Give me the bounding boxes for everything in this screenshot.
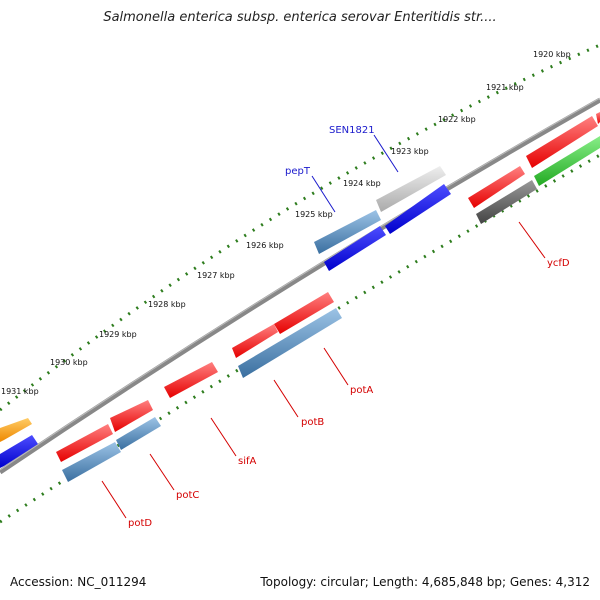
tick-label-1928: 1928 kbp [148, 300, 186, 309]
gene-label-ycfd[interactable]: ycfD [547, 258, 570, 269]
leader-lines [101, 134, 546, 519]
gene-arrow[interactable] [0, 435, 38, 468]
genome-backbone [0, 97, 600, 475]
genome-backbone-highlight [0, 97, 600, 471]
gene-arrow[interactable] [526, 116, 598, 168]
gene-arrow[interactable] [56, 424, 113, 462]
gene-label-potd[interactable]: potD [128, 518, 152, 529]
tick-labels: 1920 kbp 1921 kbp 1922 kbp 1923 kbp 1924… [1, 50, 571, 396]
gene-arrow[interactable] [385, 184, 451, 234]
leader-line-pept [311, 175, 336, 213]
gene-arrow-sen1821[interactable] [376, 166, 446, 212]
gene-arrow[interactable] [596, 112, 600, 124]
gene-arrow[interactable] [0, 418, 32, 442]
gene-arrow-ycfD[interactable] [476, 180, 537, 224]
gene-label-pota[interactable]: potA [350, 385, 373, 396]
gene-label-sen1821[interactable]: SEN1821 [329, 125, 375, 136]
gene-arrow-potB[interactable] [238, 308, 342, 378]
gene-arrow-potA[interactable] [274, 292, 334, 334]
leader-line-sen1821 [373, 134, 399, 173]
gene-arrow[interactable] [534, 136, 600, 186]
tick-label-1921: 1921 kbp [486, 83, 524, 92]
tick-label-1927: 1927 kbp [197, 271, 235, 280]
gene-label-sifa[interactable]: sifA [238, 456, 257, 467]
leader-line-potb [273, 379, 299, 418]
tick-label-1925: 1925 kbp [295, 210, 333, 219]
tick-label-1923: 1923 kbp [391, 147, 429, 156]
leader-line-potd [101, 480, 127, 519]
gene-arrow[interactable] [232, 324, 278, 358]
tick-label-1929: 1929 kbp [99, 330, 137, 339]
outer-tick-ring [0, 43, 600, 412]
tick-label-1922: 1922 kbp [438, 115, 476, 124]
gene-arrow-potC[interactable] [116, 417, 161, 450]
forward-strand-genes [0, 112, 600, 468]
tick-label-1920: 1920 kbp [533, 50, 571, 59]
topology-summary: Topology: circular; Length: 4,685,848 bp… [260, 575, 590, 589]
tick-label-1931: 1931 kbp [1, 387, 39, 396]
gene-arrow[interactable] [324, 226, 386, 271]
reverse-strand-genes [56, 292, 342, 482]
leader-line-sifa [210, 417, 237, 457]
leader-line-ycfd [518, 221, 546, 259]
gene-arrow[interactable] [110, 400, 153, 432]
gene-arrow[interactable] [468, 166, 525, 208]
gene-arrow-sifA[interactable] [164, 362, 218, 398]
gene-arrow-peptT[interactable] [314, 210, 381, 254]
gene-label-potb[interactable]: potB [301, 417, 324, 428]
accession-text: Accession: NC_011294 [10, 575, 147, 589]
tick-label-1930: 1930 kbp [50, 358, 88, 367]
tick-label-1924: 1924 kbp [343, 179, 381, 188]
gene-label-pept[interactable]: pepT [285, 166, 311, 177]
map-title: Salmonella enterica subsp. enterica sero… [103, 10, 497, 25]
leader-line-potc [149, 453, 175, 491]
tick-label-1926: 1926 kbp [246, 241, 284, 250]
leader-line-pota [323, 347, 349, 386]
gene-labels: SEN1821 pepT ycfD potA potB sifA potC po… [128, 125, 570, 529]
gene-arrow-potD[interactable] [62, 442, 121, 482]
gene-label-potc[interactable]: potC [176, 490, 199, 501]
